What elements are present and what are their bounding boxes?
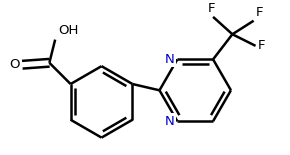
Text: O: O <box>9 58 19 71</box>
Text: F: F <box>258 39 265 52</box>
Text: F: F <box>207 2 215 15</box>
Text: N: N <box>165 115 175 128</box>
Text: F: F <box>255 6 263 19</box>
Text: N: N <box>165 53 175 66</box>
Text: OH: OH <box>58 24 78 37</box>
